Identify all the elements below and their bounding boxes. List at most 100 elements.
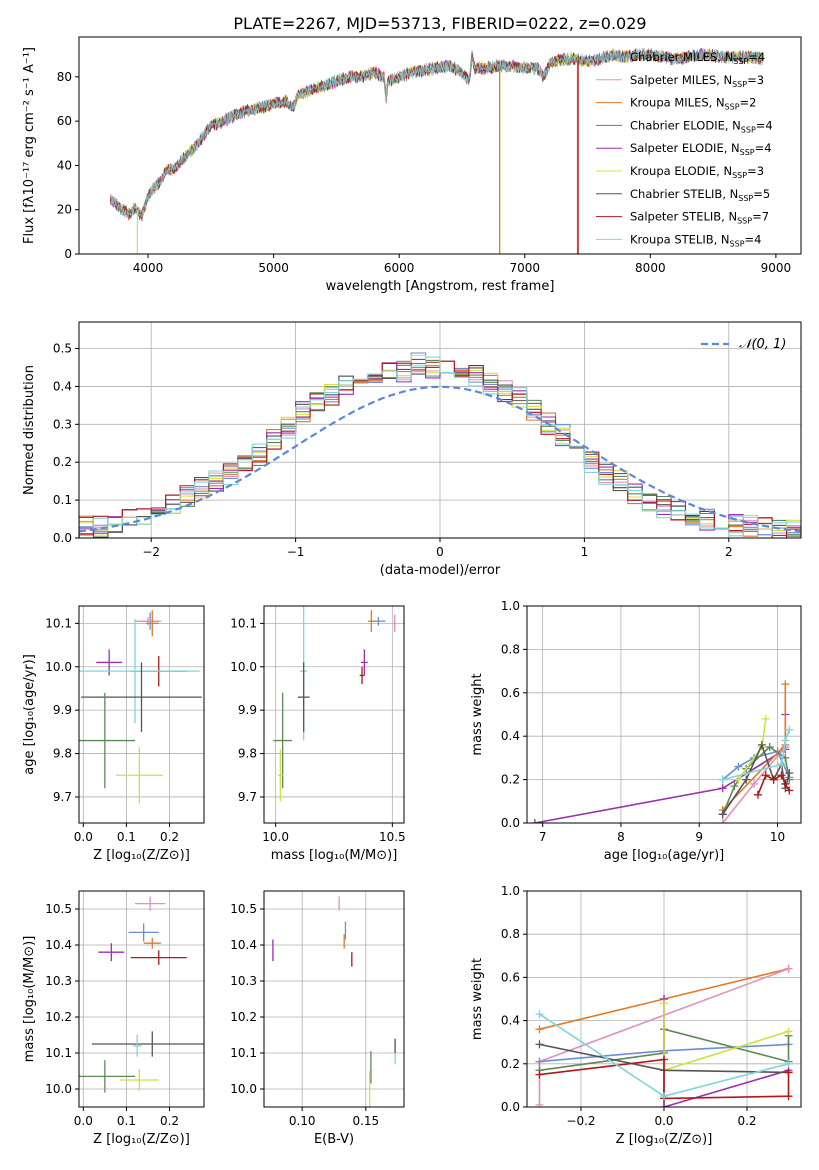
y-tick-label: 0.2 <box>501 1057 520 1071</box>
panel-1: 4000 5000 6000 7000 8000 9000 0 20 40 60 80 wavelen… <box>22 36 802 294</box>
series-line <box>663 1003 789 1072</box>
x-tick-label: 0.10 <box>289 1114 316 1128</box>
series-marker <box>535 1040 544 1049</box>
legend-label: Salpeter MILES, NSSP=3 <box>630 73 764 89</box>
series-marker <box>742 775 751 784</box>
legend-label: Kroupa ELODIE, NSSP=3 <box>630 164 764 180</box>
y-tick-label: 10.1 <box>45 616 72 630</box>
series-marker <box>660 999 668 1008</box>
y-tick-label: 0.1 <box>53 493 72 507</box>
series-marker <box>535 1100 544 1107</box>
series-marker <box>734 775 743 784</box>
axes-frame <box>78 890 205 1108</box>
x-tick-label: 0.0 <box>654 1114 673 1128</box>
y-tick-label: 0.2 <box>501 773 520 787</box>
x-tick-label: 0.2 <box>160 830 179 844</box>
y-tick-label: 0.4 <box>501 1014 520 1028</box>
axes-frame <box>78 605 205 824</box>
series-marker <box>530 819 539 823</box>
y-tick-label: 1.0 <box>501 599 520 613</box>
axes-frame <box>526 890 802 1108</box>
x-tick-label: 0.0 <box>74 830 93 844</box>
series-marker <box>785 725 794 734</box>
x-axis-label: E(B-V) <box>314 1132 354 1147</box>
y-tick-label: 0.0 <box>501 1100 520 1114</box>
x-tick-label: −0.2 <box>566 1114 595 1128</box>
series-marker <box>750 779 759 788</box>
y-axis-label: mass weight <box>470 958 485 1040</box>
y-tick-label: 10.4 <box>230 938 257 952</box>
y-tick-label: 10.3 <box>45 974 72 988</box>
x-axis-label: Z [log₁₀(Z/Z⊙)] <box>93 1132 190 1147</box>
series-marker <box>784 1027 793 1036</box>
series-marker <box>761 771 770 780</box>
x-axis-label: Z [log₁₀(Z/Z⊙)] <box>93 848 190 863</box>
x-tick-label: 10.0 <box>262 830 289 844</box>
y-tick-label: 10.3 <box>230 974 257 988</box>
x-tick-label: 7000 <box>509 261 540 275</box>
y-axis-label: age [log₁₀(age/yr)] <box>22 654 37 775</box>
x-tick-label: 9 <box>695 830 703 844</box>
y-tick-label: 40 <box>57 158 72 172</box>
series-marker <box>777 760 786 769</box>
series-marker <box>785 769 794 778</box>
y-tick-label: 10.1 <box>230 1046 257 1060</box>
series-marker <box>784 1092 793 1101</box>
x-tick-label: 0.0 <box>74 1114 93 1128</box>
legend-label: Chabrier STELIB, NSSP=5 <box>630 187 770 203</box>
series-marker <box>781 736 790 745</box>
x-tick-label: 0.2 <box>737 1114 756 1128</box>
y-tick-label: 0.8 <box>501 927 520 941</box>
x-tick-label: 5000 <box>258 261 289 275</box>
legend-label: Salpeter ELODIE, NSSP=4 <box>630 141 772 157</box>
x-tick-label: 9000 <box>761 261 792 275</box>
axes-frame <box>263 890 405 1108</box>
series-marker <box>781 680 790 689</box>
y-tick-label: 9.9 <box>238 703 257 717</box>
legend-label: Salpeter STELIB, NSSP=7 <box>630 210 769 226</box>
legend-label: 𝒩(0, 1) <box>739 337 786 352</box>
y-tick-label: 9.9 <box>53 703 72 717</box>
axes-frame <box>526 605 802 824</box>
y-tick-label: 0.2 <box>53 455 72 469</box>
series-marker <box>784 1068 793 1077</box>
y-tick-label: 10.0 <box>230 1082 257 1096</box>
y-tick-label: 10.2 <box>45 1010 72 1024</box>
x-axis-label: Z [log₁₀(Z/Z⊙)] <box>616 1132 713 1147</box>
y-tick-label: 60 <box>57 114 72 128</box>
series-line <box>722 729 791 781</box>
y-tick-label: 9.8 <box>53 747 72 761</box>
x-tick-label: −2 <box>142 545 160 559</box>
series-marker <box>769 775 778 784</box>
series-marker <box>784 964 793 973</box>
legend-label: Kroupa MILES, NSSP=2 <box>630 96 756 112</box>
x-tick-label: 0.1 <box>117 830 136 844</box>
panel-3: 0.0 0.1 0.2 9.7 9.8 9.9 10.0 10.1 Z [log₁₀(Z/Z⊙)… <box>22 605 205 863</box>
y-tick-label: 9.7 <box>53 790 72 804</box>
y-tick-label: 10.1 <box>45 1046 72 1060</box>
axes-frame <box>78 36 802 255</box>
y-tick-label: 9.8 <box>238 747 257 761</box>
y-tick-label: 0.6 <box>501 686 520 700</box>
x-tick-label: 8000 <box>635 261 666 275</box>
legend-label: Kroupa STELIB, NSSP=4 <box>630 232 761 248</box>
series-marker <box>535 1057 544 1066</box>
y-tick-label: 10.0 <box>45 660 72 674</box>
plot-area <box>535 964 793 1107</box>
y-tick-label: 10.4 <box>45 938 72 952</box>
x-tick-label: 7 <box>539 830 547 844</box>
series-marker <box>660 1092 668 1101</box>
x-tick-label: 10 <box>770 830 785 844</box>
y-axis-label: Normed distribution <box>22 365 37 495</box>
x-tick-label: 4000 <box>133 261 164 275</box>
y-tick-label: 0.4 <box>501 729 520 743</box>
y-tick-label: 0.8 <box>501 642 520 656</box>
series-marker <box>781 779 790 788</box>
series-marker <box>753 790 762 799</box>
y-tick-label: 20 <box>57 203 72 217</box>
y-tick-label: 10.5 <box>45 902 72 916</box>
series-marker <box>784 1059 793 1068</box>
plot-area <box>272 896 396 1107</box>
y-tick-label: 10.1 <box>230 616 257 630</box>
